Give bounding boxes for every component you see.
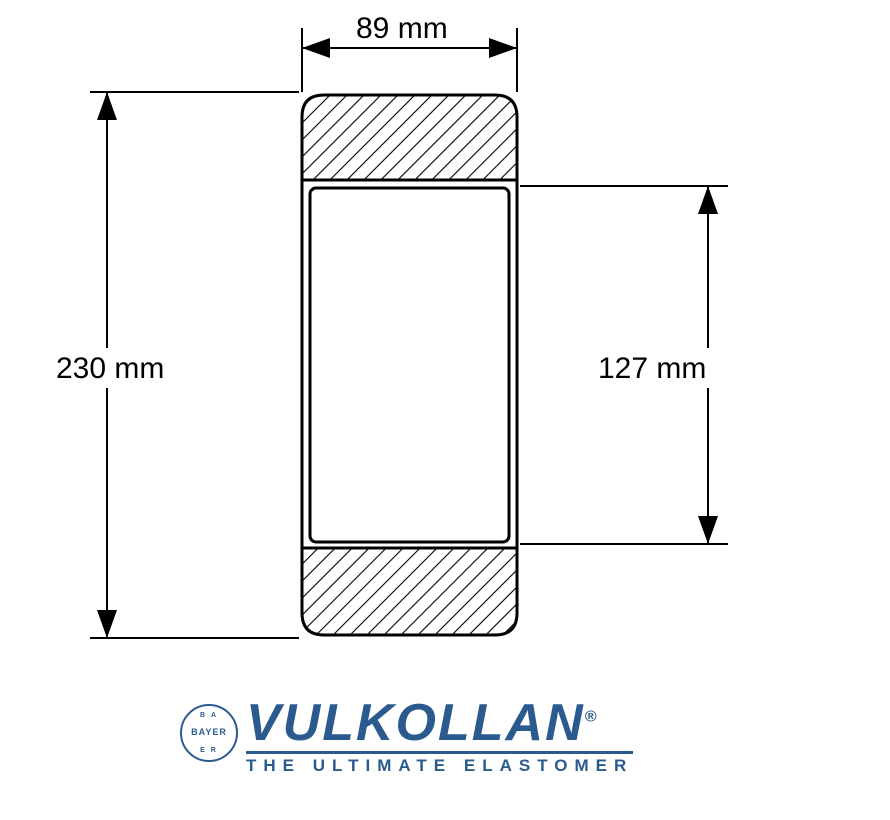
drawing-svg: 89 mm 230 mm 127 mm [0, 0, 890, 700]
brand-logo: B A BAYER E R VULKOLLAN® THE ULTIMATE EL… [180, 700, 740, 776]
brand-tagline: THE ULTIMATE ELASTOMER [246, 751, 633, 776]
bottom-hatch-band [302, 548, 517, 635]
dim-label-width: 89 mm [356, 12, 448, 45]
dim-label-outer-h: 230 mm [56, 352, 164, 385]
dim-label-inner-h: 127 mm [598, 352, 706, 385]
registered-icon: ® [585, 709, 599, 726]
top-hatch-band [302, 95, 517, 180]
bayer-cross-icon: B A BAYER E R [180, 704, 238, 762]
brand-name: VULKOLLAN® [246, 700, 633, 747]
brand-logo-area: B A BAYER E R VULKOLLAN® THE ULTIMATE EL… [180, 700, 740, 790]
inner-bore [310, 188, 509, 542]
technical-drawing: 89 mm 230 mm 127 mm [0, 0, 890, 700]
brand-text: VULKOLLAN® THE ULTIMATE ELASTOMER [246, 700, 633, 776]
